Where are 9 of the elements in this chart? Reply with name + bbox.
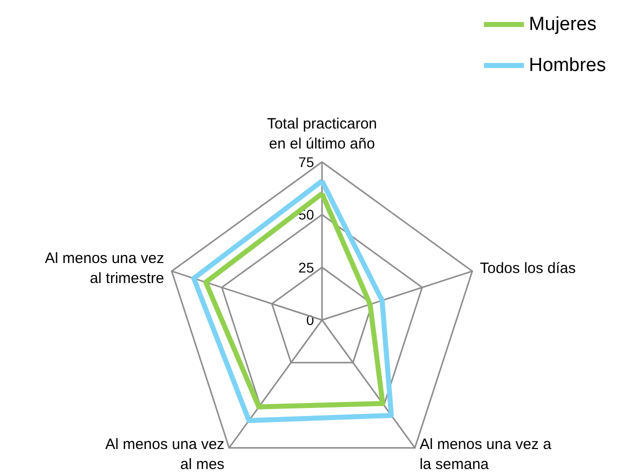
legend-label: Mujeres <box>528 14 596 35</box>
spoke-label: Al menos una vez al mes <box>105 436 224 473</box>
spoke-label: Total practicaron en el último año <box>266 116 378 152</box>
spoke-label: Todos los días <box>480 260 576 278</box>
legend-label: Hombres <box>528 55 606 76</box>
spoke-label: Al menos una vez a la semana <box>420 436 552 473</box>
spoke-label: Al menos una vez al trimestre <box>44 250 164 288</box>
y-tick-label: 75 <box>298 154 314 170</box>
y-tick-label: 25 <box>298 259 314 276</box>
